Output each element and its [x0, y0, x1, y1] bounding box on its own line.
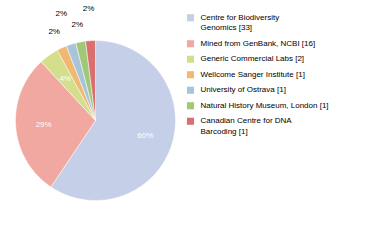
svg-text:Canadian Centre for DNABarcodi: Canadian Centre for DNABarcoding [1]: [201, 116, 293, 135]
svg-text:2%: 2%: [83, 4, 95, 13]
svg-text:Wellcome Sanger Institute [1]: Wellcome Sanger Institute [1]: [201, 70, 305, 79]
svg-text:Centre for BiodiversityGenomic: Centre for BiodiversityGenomics [33]: [201, 13, 280, 32]
svg-text:2%: 2%: [72, 20, 84, 29]
svg-text:4%: 4%: [59, 74, 71, 83]
svg-text:60%: 60%: [137, 131, 153, 140]
svg-text:2%: 2%: [48, 27, 60, 36]
svg-text:Natural History Museum, London: Natural History Museum, London [1]: [201, 101, 329, 110]
svg-text:Generic Commercial Labs [2]: Generic Commercial Labs [2]: [201, 54, 305, 63]
svg-text:University of Ostrava [1]: University of Ostrava [1]: [201, 85, 286, 94]
svg-text:Mined from GenBank, NCBI [16]: Mined from GenBank, NCBI [16]: [201, 39, 316, 48]
svg-text:29%: 29%: [36, 120, 52, 129]
svg-text:2%: 2%: [55, 9, 67, 18]
